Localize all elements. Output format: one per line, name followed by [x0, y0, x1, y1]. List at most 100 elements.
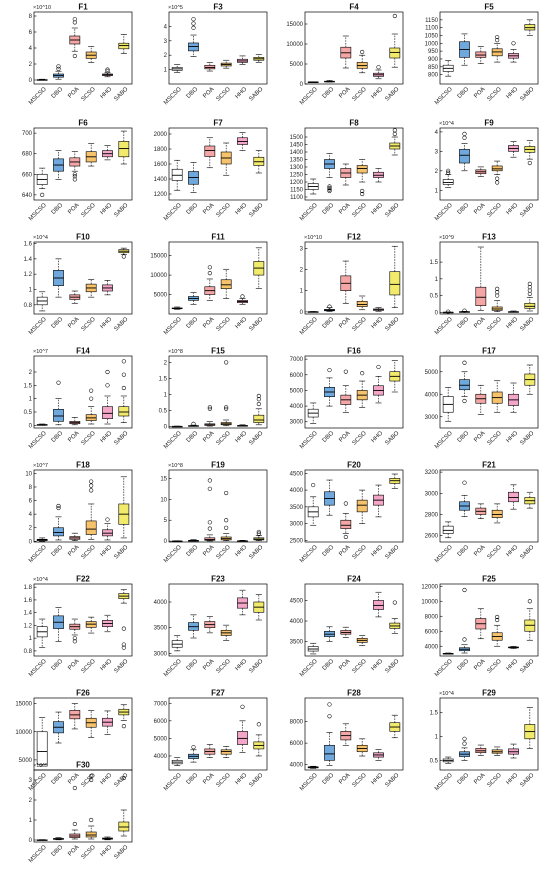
iqr-box [53, 409, 64, 422]
y-tick-label: 950 [428, 49, 439, 55]
plot-frame [33, 355, 133, 429]
iqr-box [118, 141, 130, 158]
x-tick-label: SCSO [81, 202, 98, 219]
outlier-point [462, 308, 467, 313]
box-hho [373, 65, 384, 80]
outlier-point [56, 503, 61, 509]
box-poa [204, 478, 216, 542]
plot-frame [439, 11, 539, 85]
outlier-point [121, 372, 126, 377]
outlier-point [360, 188, 365, 194]
x-tick-label: SABO [384, 316, 400, 332]
x-tick-label: HHO [235, 658, 249, 672]
y-tick-label: 4000 [290, 763, 304, 769]
panel-f7: F7 1200 1400 1600 1800 2000 MSCSO DBO POA SCSO HHO… [154, 119, 268, 222]
panel-title: F7 [213, 119, 223, 128]
iqr-box [491, 165, 503, 172]
box-dbo [53, 64, 64, 80]
panel-f12: F12 ×10^10 0 1 2 3 MSCSO DBO POA SCSO HHO SABO [299, 233, 404, 336]
box-scso [356, 635, 368, 647]
box-mscso [442, 60, 454, 77]
box-mscso [442, 521, 454, 539]
box-hho [373, 307, 384, 312]
box-poa [69, 417, 81, 426]
axis-multiplier: ×10^4 [33, 235, 48, 241]
y-tick-label: 6000 [290, 373, 304, 379]
outlier-point [89, 817, 94, 823]
y-tick-label: 660 [22, 172, 33, 178]
x-tick-label: SABO [384, 772, 400, 788]
iqr-box [220, 279, 232, 290]
box-sabo [524, 281, 536, 312]
outlier-point [207, 405, 212, 410]
box-hho [237, 704, 248, 753]
x-tick-label: MSCSO [299, 772, 319, 792]
x-tick-label: DBO [51, 544, 65, 558]
box-dbo [188, 614, 199, 639]
x-tick-label: SCSO [352, 658, 369, 675]
x-tick-label: HHO [371, 658, 385, 672]
outlier-point [191, 745, 196, 750]
axis-multiplier: ×10^10 [304, 235, 322, 241]
axis-multiplier: ×10^4 [33, 577, 48, 583]
y-tick-label: 5000 [154, 293, 168, 299]
x-tick-label: SCSO [81, 658, 98, 675]
box-scso [491, 503, 503, 524]
y-tick-label: 5000 [290, 388, 304, 394]
outlier-point [360, 371, 365, 376]
box-dbo [188, 421, 199, 427]
box-poa [204, 137, 216, 169]
plot-frame [304, 11, 404, 85]
y-tick-label: 2 [164, 360, 168, 366]
box-scso [491, 160, 503, 185]
x-tick-label: MSCSO [434, 86, 454, 106]
x-tick-label: POA [202, 86, 215, 99]
y-tick-label: 5000 [154, 736, 168, 742]
x-tick-label: HHO [235, 772, 249, 786]
x-tick-label: POA [202, 430, 215, 443]
panel-title: F12 [347, 233, 361, 242]
y-tick-label: 10000 [286, 42, 303, 48]
x-tick-label: DBO [186, 430, 200, 444]
x-tick-label: DBO [51, 844, 65, 858]
box-sabo [118, 247, 130, 259]
box-sabo [524, 140, 536, 166]
outlier-point [327, 368, 332, 373]
x-tick-label: HHO [371, 316, 385, 330]
x-tick-label: POA [473, 658, 486, 671]
x-tick-label: HHO [100, 316, 114, 330]
iqr-box [102, 406, 113, 419]
y-tick-label: 7000 [290, 357, 304, 363]
box-hho [508, 141, 519, 158]
box-scso [220, 490, 232, 542]
y-tick-label: 1.4 [24, 257, 33, 263]
outlier-point [89, 773, 94, 779]
box-scso [491, 614, 503, 647]
x-tick-label: SCSO [487, 430, 504, 447]
panel-title: F6 [78, 119, 88, 128]
x-tick-label: MSCSO [434, 316, 454, 336]
y-tick-label: 2 [164, 53, 168, 59]
box-hho [373, 591, 384, 618]
outlier-point [495, 34, 500, 40]
x-tick-label: SABO [519, 544, 535, 560]
box-scso [220, 59, 232, 69]
outlier-point [392, 13, 397, 19]
axis-multiplier: ×10^5 [168, 5, 183, 11]
y-tick-label: 15000 [15, 702, 32, 708]
outlier-point [392, 131, 397, 137]
y-tick-label: 4 [29, 512, 33, 518]
panel-f25: F25 4000 6000 8000 10000 12000 MSCSO DBO POA SCSO… [421, 575, 539, 678]
box-mscso [307, 178, 319, 195]
box-mscso [171, 635, 183, 652]
y-tick-label: 1 [300, 289, 304, 295]
outlier-point [495, 180, 500, 185]
iqr-box [459, 149, 470, 164]
x-tick-label: SABO [113, 86, 129, 102]
box-dbo [324, 368, 335, 407]
outlier-point [121, 254, 126, 259]
panel-title: F14 [76, 347, 90, 356]
x-tick-label: SABO [248, 430, 264, 446]
